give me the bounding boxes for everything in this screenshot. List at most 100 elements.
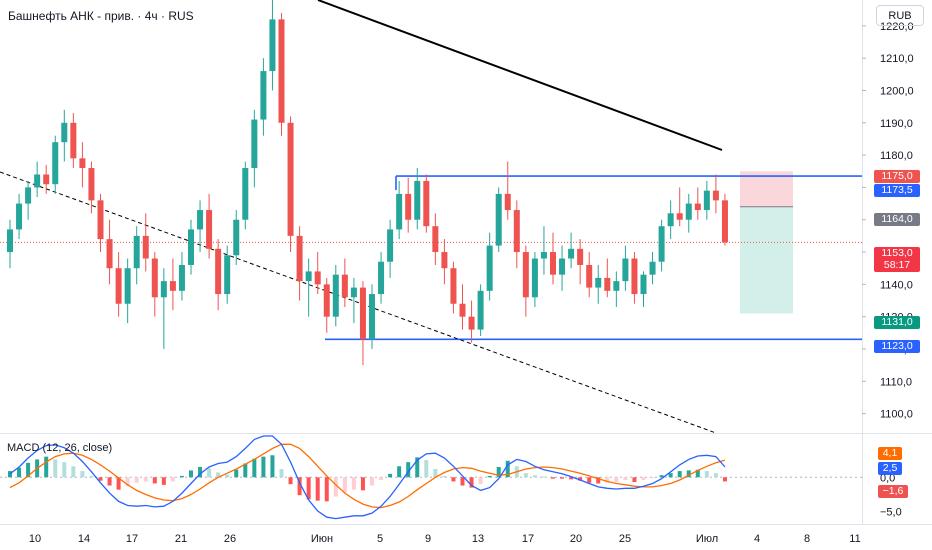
candle-body xyxy=(61,122,68,143)
time-tick-label: Июл xyxy=(696,533,718,545)
candle-body xyxy=(369,294,375,340)
take-profit-zone xyxy=(740,206,793,314)
candle-body xyxy=(233,219,240,256)
macd-histogram-bar xyxy=(44,456,49,478)
time-tick-label: 17 xyxy=(522,533,534,545)
candle-body xyxy=(595,277,602,288)
candle-body xyxy=(323,284,330,317)
macd-histogram-bar xyxy=(650,477,655,479)
macd-histogram-bar xyxy=(116,477,121,490)
candle-body xyxy=(305,271,312,282)
candle-body xyxy=(396,193,403,230)
macd-histogram-bar xyxy=(270,455,275,478)
candle-body xyxy=(43,174,50,185)
macd-histogram-bar xyxy=(152,477,157,484)
macd-histogram-bar xyxy=(587,477,592,483)
time-tick-label: 13 xyxy=(472,533,484,545)
candle-body xyxy=(341,274,348,298)
time-tick-label: 4 xyxy=(754,533,760,545)
candle-body xyxy=(676,213,683,220)
candle-body xyxy=(242,168,249,220)
macd-histogram-bar xyxy=(252,458,257,478)
candle-body xyxy=(522,252,529,298)
candle-body xyxy=(513,210,520,253)
macd-histogram-bar xyxy=(225,474,230,478)
candle-body xyxy=(387,229,394,262)
macd-value-tag: 4,1 xyxy=(878,447,902,460)
macd-histogram-bar xyxy=(189,470,193,478)
time-tick-label: 17 xyxy=(126,533,138,545)
macd-histogram-bar xyxy=(596,477,601,484)
macd-histogram-bar xyxy=(125,477,130,487)
candle-body xyxy=(613,281,620,291)
macd-histogram-bar xyxy=(243,463,248,478)
macd-histogram-bar xyxy=(713,473,718,478)
macd-histogram-bar xyxy=(71,466,76,478)
candle-body xyxy=(359,287,366,340)
candle-body xyxy=(649,261,656,275)
candle-body xyxy=(188,229,194,265)
macd-histogram-bar xyxy=(80,471,85,478)
candle-body xyxy=(34,174,41,188)
macd-histogram-bar xyxy=(469,477,474,488)
macd-histogram-bar xyxy=(605,477,610,483)
macd-histogram-bar xyxy=(342,477,347,493)
candle-body xyxy=(712,190,719,201)
candle-body xyxy=(350,287,357,298)
macd-histogram-bar xyxy=(397,466,402,478)
macd-histogram-bar xyxy=(641,477,646,481)
price-tick-label: 1190,0 xyxy=(880,118,913,130)
candle-body xyxy=(577,248,584,265)
stop-price-tag: 1175,0 xyxy=(874,170,920,183)
macd-tick-label: −5,0 xyxy=(880,507,902,519)
candle-body xyxy=(441,252,448,269)
time-tick-label: 20 xyxy=(570,533,582,545)
last-price-tag: 1153,0 58:17 xyxy=(874,247,920,272)
macd-histogram-bar xyxy=(198,466,203,478)
time-tick-label: 25 xyxy=(619,533,631,545)
macd-histogram-bar xyxy=(478,477,483,485)
candle-body xyxy=(640,274,647,295)
macd-histogram-bar xyxy=(722,477,727,482)
macd-histogram-bar xyxy=(560,477,565,479)
price-tick-label: 1220,0 xyxy=(880,21,914,33)
candle-body xyxy=(16,203,23,230)
macd-histogram-bar xyxy=(161,477,166,485)
candle-body xyxy=(531,258,538,298)
macd-indicator-label[interactable]: MACD (12, 26, close) xyxy=(7,442,113,454)
price-tick-label: 1110,0 xyxy=(880,376,912,388)
macd-histogram-bar xyxy=(98,477,103,481)
stop-loss-zone xyxy=(740,171,793,207)
macd-histogram-bar xyxy=(53,459,58,478)
candle-body xyxy=(631,258,638,295)
candle-body xyxy=(88,168,95,201)
macd-histogram-bar xyxy=(261,456,266,478)
solid-trend-line xyxy=(317,0,723,151)
macd-histogram-bar xyxy=(89,475,94,478)
candle-body xyxy=(703,190,710,211)
signal-value-tag: 2,5 xyxy=(878,462,902,475)
candle-body xyxy=(106,239,113,269)
macd-histogram-bar xyxy=(279,469,284,478)
dashed-trend-line xyxy=(0,171,717,434)
candle-body xyxy=(278,19,285,123)
macd-histogram-bar xyxy=(677,471,682,478)
macd-histogram-bar xyxy=(62,462,67,478)
time-tick-label: 14 xyxy=(78,533,90,545)
currency-button[interactable]: RUB xyxy=(876,5,924,26)
macd-histogram-bar xyxy=(668,473,673,478)
macd-histogram-bar xyxy=(8,471,12,478)
candle-body xyxy=(70,122,77,159)
time-tick-label: 5 xyxy=(377,533,383,545)
histogram-value-tag: −1,6 xyxy=(878,485,908,498)
macd-histogram-bar xyxy=(17,467,22,478)
candle-body xyxy=(568,248,575,259)
macd-histogram-bar xyxy=(578,477,583,481)
chart-title: Башнефть АНК - прив. · 4ч · RUS xyxy=(8,9,194,23)
candle-body xyxy=(504,193,511,211)
candle-body xyxy=(215,248,222,295)
macd-histogram-bar xyxy=(523,473,528,478)
candle-body xyxy=(721,200,728,243)
macd-histogram-bar xyxy=(333,477,338,497)
